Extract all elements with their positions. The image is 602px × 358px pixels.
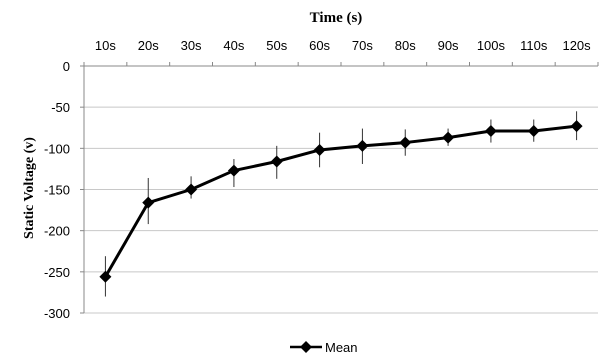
x-tick-label: 90s: [438, 38, 459, 53]
chart-title: Time (s): [310, 10, 363, 26]
x-tick-label: 110s: [520, 38, 548, 53]
data-point-marker: [270, 155, 283, 168]
data-point-marker: [227, 164, 240, 177]
y-tick-label: -200: [44, 224, 70, 239]
x-tick-label: 100s: [477, 38, 506, 53]
y-tick-label: -50: [51, 100, 70, 115]
data-point-marker: [484, 125, 497, 138]
error-bars: [104, 111, 578, 297]
series-markers: [99, 120, 583, 283]
x-tick-label: 50s: [266, 38, 287, 53]
y-tick-labels: 0 -50 -100 -150 -200 -250 -300: [44, 59, 70, 321]
x-tick-label: 10s: [95, 38, 116, 53]
data-point-marker: [185, 183, 198, 196]
x-tick-label: 30s: [181, 38, 202, 53]
y-tick-label: -150: [44, 183, 70, 198]
x-tick-label: 80s: [395, 38, 416, 53]
y-axis-label: Static Voltage (v): [22, 137, 37, 239]
data-point-marker: [570, 120, 583, 133]
x-tick-label: 70s: [352, 38, 373, 53]
data-point-marker: [142, 196, 155, 209]
y-tick-label: -100: [44, 141, 70, 156]
x-tick-label: 40s: [223, 38, 244, 53]
x-tick-label: 120s: [562, 38, 591, 53]
legend: Mean: [290, 340, 358, 355]
y-tick-label: 0: [63, 59, 70, 74]
data-point-marker: [442, 131, 455, 144]
data-point-marker: [527, 125, 540, 138]
x-tick-label: 20s: [138, 38, 159, 53]
y-tick-label: -250: [44, 265, 70, 280]
legend-marker: [300, 341, 312, 353]
axes: [80, 62, 599, 314]
legend-label: Mean: [325, 340, 358, 355]
x-tick-labels: 10s 20s 30s 40s 50s 60s 70s 80s 90s 100s 110s 120s: [95, 38, 591, 53]
gridlines: [84, 106, 598, 314]
data-point-marker: [399, 136, 412, 149]
series-line-mean: [104, 124, 577, 278]
data-point-marker: [313, 143, 326, 156]
y-tick-label: -300: [44, 306, 70, 321]
data-point-marker: [356, 139, 369, 152]
x-tick-label: 60s: [309, 38, 330, 53]
data-point-marker: [99, 270, 112, 283]
